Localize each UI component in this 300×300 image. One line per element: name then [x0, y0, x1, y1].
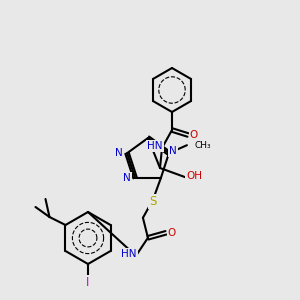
Text: N: N — [123, 173, 131, 183]
Text: I: I — [86, 277, 90, 290]
Text: N: N — [115, 148, 123, 158]
Text: S: S — [149, 195, 157, 208]
Text: HN: HN — [147, 141, 163, 151]
Text: HN: HN — [121, 249, 137, 259]
Text: O: O — [190, 130, 198, 140]
Text: N: N — [169, 146, 177, 156]
Text: OH: OH — [186, 171, 202, 181]
Text: CH₃: CH₃ — [195, 141, 211, 150]
Text: O: O — [168, 228, 176, 238]
